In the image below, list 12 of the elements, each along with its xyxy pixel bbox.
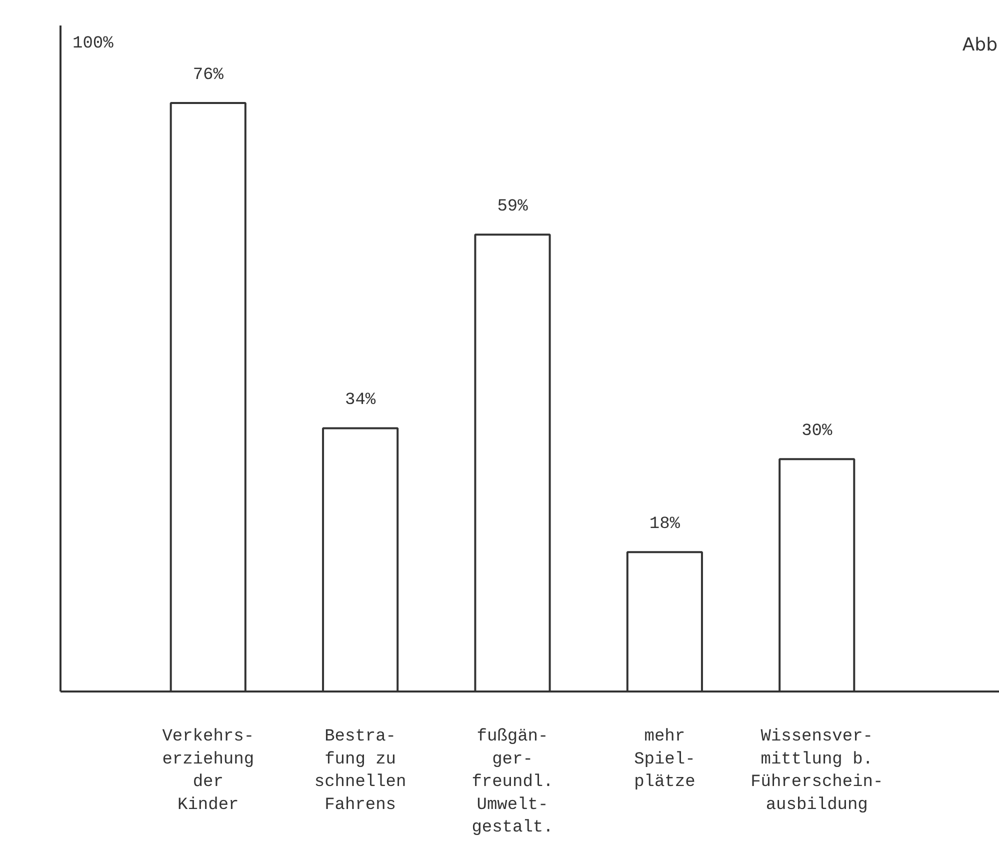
- annotation: Abb: [962, 34, 998, 56]
- x-tick-label: mehr Spiel- plätze: [634, 728, 696, 792]
- data-label: 18%: [649, 515, 681, 534]
- data-label: 76%: [192, 66, 224, 85]
- data-label: 30%: [802, 422, 833, 442]
- x-tick-label: Verkehrs- erziehung der Kinder: [162, 728, 254, 815]
- data-label: 34%: [345, 391, 376, 410]
- x-tick-label: Wissensver- mittlung b. Führerschein- ausbildung: [750, 728, 884, 815]
- data-label: 59%: [497, 198, 529, 217]
- y-axis-title: 100%: [72, 34, 114, 54]
- x-tick-label: fußgän- ger- freundl. Umwelt- gestalt.: [472, 728, 554, 838]
- x-tick-label: Bestra- fung zu schnellen Fahrens: [314, 728, 406, 815]
